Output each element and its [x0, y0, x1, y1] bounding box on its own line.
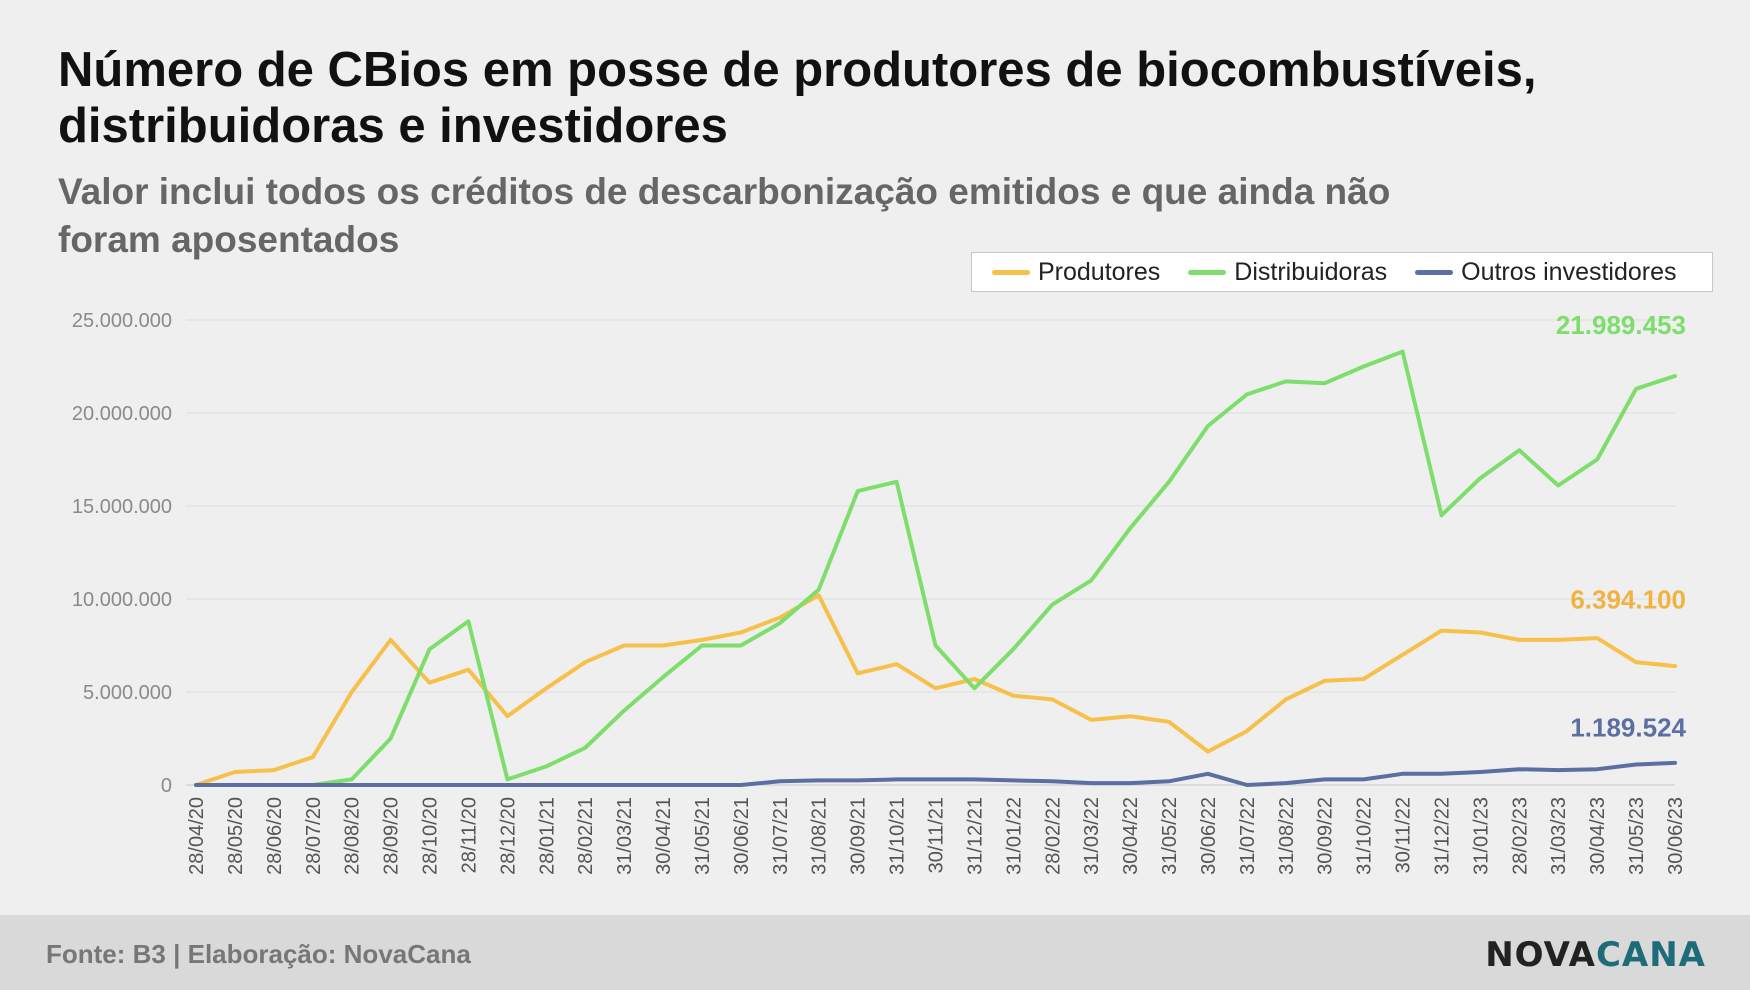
- x-tick-label: 31/10/21: [887, 797, 909, 875]
- x-tick-label: 31/10/22: [1354, 797, 1376, 875]
- x-tick-label: 30/06/21: [731, 797, 753, 875]
- x-tick-label: 30/11/22: [1393, 797, 1415, 873]
- x-tick-label: 28/11/20: [458, 797, 480, 873]
- x-tick-label: 30/11/21: [926, 797, 948, 873]
- legend-item-outros: Outros investidores: [1415, 257, 1677, 287]
- x-tick-label: 28/12/20: [497, 797, 519, 875]
- legend-item-distribuidoras: Distribuidoras: [1188, 258, 1387, 287]
- x-tick-label: 30/06/22: [1198, 797, 1220, 875]
- x-tick-label: 28/01/21: [536, 797, 558, 875]
- x-tick-label: 28/02/21: [575, 797, 597, 875]
- x-tick-label: 31/03/23: [1548, 797, 1570, 875]
- end-label-distribuidoras: 21.989.453: [1556, 310, 1686, 340]
- x-tick-label: 28/02/23: [1509, 797, 1531, 875]
- chart-subtitle: Valor inclui todos os créditos de descar…: [58, 171, 1391, 260]
- chart-title: Número de CBios em posse de produtores d…: [58, 43, 1537, 153]
- grid-lines: [186, 319, 1675, 786]
- legend-item-produtores: Produtores: [992, 258, 1160, 287]
- legend-swatch-outros: [1415, 269, 1454, 275]
- legend-label-distribuidoras: Distribuidoras: [1234, 257, 1388, 286]
- legend: Produtores Distribuidoras Outros investi…: [971, 252, 1713, 292]
- series-line-distribuidoras: [194, 349, 1677, 787]
- legend-swatch-distribuidoras: [1188, 269, 1227, 275]
- y-tick-label: 5.000.000: [83, 682, 172, 704]
- x-tick-label: 31/05/21: [692, 797, 714, 875]
- end-label-produtores: 6.394.100: [1570, 584, 1686, 614]
- x-tick-label: 30/04/21: [653, 797, 675, 875]
- x-tick-label: 30/04/23: [1587, 797, 1609, 875]
- x-tick-label: 31/07/22: [1237, 797, 1259, 875]
- x-tick-label: 28/06/20: [264, 797, 286, 875]
- x-tick-label: 28/04/20: [186, 797, 208, 875]
- x-tick-label: 31/05/23: [1626, 797, 1648, 875]
- y-axis-ticks: 0 5.000.000 10.000.000 15.000.000 20.000.000…: [72, 310, 172, 797]
- x-tick-label: 31/07/21: [770, 797, 792, 875]
- x-tick-label: 28/05/20: [225, 797, 247, 875]
- y-tick-label: 20.000.000: [72, 403, 172, 425]
- x-tick-label: 28/02/22: [1042, 797, 1064, 875]
- x-tick-label: 30/06/23: [1665, 797, 1687, 875]
- y-tick-label: 0: [161, 775, 172, 797]
- x-tick-label: 31/08/22: [1276, 797, 1298, 875]
- source-text: Fonte: B3 | Elaboração: NovaCana: [46, 939, 471, 969]
- end-label-outros: 1.189.524: [1570, 713, 1686, 743]
- legend-label-produtores: Produtores: [1038, 257, 1161, 286]
- series-lines: [194, 349, 1677, 787]
- y-tick-label: 15.000.000: [72, 496, 172, 518]
- x-tick-label: 31/01/22: [1003, 797, 1025, 875]
- line-chart: 0 5.000.000 10.000.000 15.000.000 20.000.000…: [72, 310, 1687, 875]
- x-axis-ticks: 28/04/20 28/05/20 28/06/20 28/07/20 28/08/20…: [186, 797, 1687, 875]
- legend-swatch-produtores: [992, 269, 1030, 275]
- x-tick-label: 28/10/20: [420, 797, 442, 875]
- x-tick-label: 30/04/22: [1120, 797, 1142, 875]
- legend-label-outros: Outros investidores: [1461, 257, 1677, 286]
- y-tick-label: 25.000.000: [72, 310, 172, 332]
- novacana-logo: NOVACANA: [1485, 935, 1706, 975]
- x-tick-label: 31/05/22: [1159, 797, 1181, 875]
- y-tick-label: 10.000.000: [72, 589, 172, 611]
- x-tick-label: 30/09/21: [848, 797, 870, 875]
- x-tick-label: 31/12/22: [1431, 797, 1453, 875]
- x-tick-label: 30/09/22: [1315, 797, 1337, 875]
- series-line-produtores: [194, 593, 1677, 787]
- x-tick-label: 28/08/20: [342, 797, 364, 875]
- x-tick-label: 31/03/21: [614, 797, 636, 875]
- x-tick-label: 31/03/22: [1081, 797, 1103, 875]
- x-tick-label: 31/12/21: [964, 797, 986, 875]
- x-tick-label: 31/01/23: [1470, 797, 1492, 875]
- x-tick-label: 28/07/20: [303, 797, 325, 875]
- x-tick-label: 28/09/20: [381, 797, 403, 875]
- x-tick-label: 31/08/21: [809, 797, 831, 875]
- series-line-outros: [194, 760, 1677, 787]
- footer: Fonte: B3 | Elaboração: NovaCana NOVACAN…: [0, 915, 1750, 990]
- end-labels: 21.989.453 6.394.100 1.189.524: [1556, 310, 1687, 743]
